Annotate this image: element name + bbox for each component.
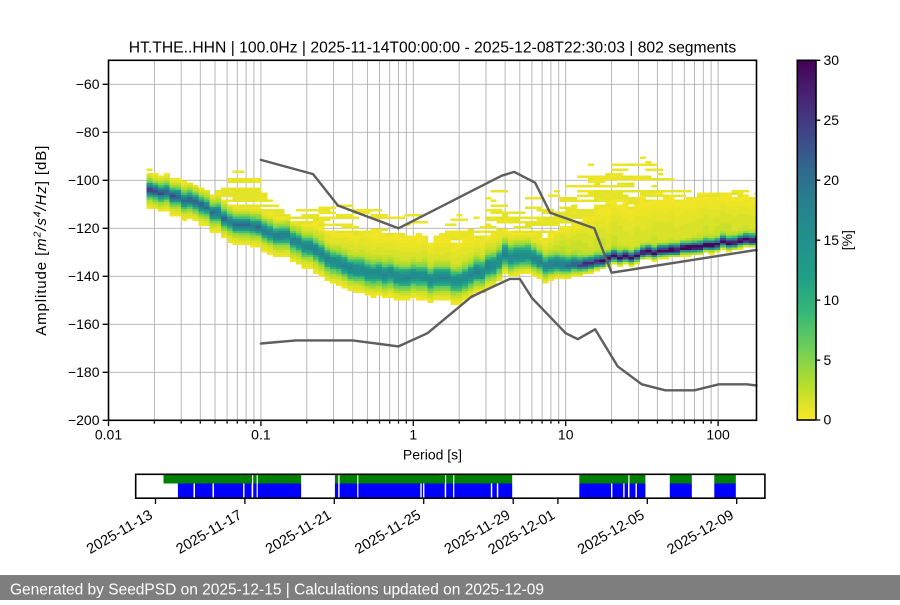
svg-text:100: 100 [706,427,730,443]
svg-text:−80: −80 [76,124,100,140]
svg-text:25: 25 [824,112,840,128]
svg-text:1: 1 [409,427,417,443]
svg-text:[%]: [%] [839,230,855,250]
svg-text:Period [s]: Period [s] [403,447,462,463]
svg-text:0.1: 0.1 [251,427,271,443]
svg-text:0.01: 0.01 [95,427,122,443]
svg-text:30: 30 [824,52,840,68]
svg-text:−100: −100 [68,172,100,188]
svg-text:HT.THE..HHN | 100.0Hz | 2025-1: HT.THE..HHN | 100.0Hz | 2025-11-14T00:00… [129,40,737,57]
svg-text:−200: −200 [68,412,100,428]
svg-text:20: 20 [824,172,840,188]
svg-text:Generated by SeedPSD on 2025-1: Generated by SeedPSD on 2025-12-15 | Cal… [10,582,544,599]
svg-text:15: 15 [824,232,840,248]
svg-text:−140: −140 [68,268,100,284]
svg-text:5: 5 [824,352,832,368]
svg-text:10: 10 [824,292,840,308]
svg-text:Amplitude [m2/s4/Hz] [dB]: Amplitude [m2/s4/Hz] [dB] [32,145,51,336]
svg-text:−120: −120 [68,220,100,236]
svg-text:−180: −180 [68,364,100,380]
svg-text:0: 0 [824,412,832,428]
svg-text:−160: −160 [68,316,100,332]
svg-text:−60: −60 [76,76,100,92]
svg-text:10: 10 [558,427,574,443]
